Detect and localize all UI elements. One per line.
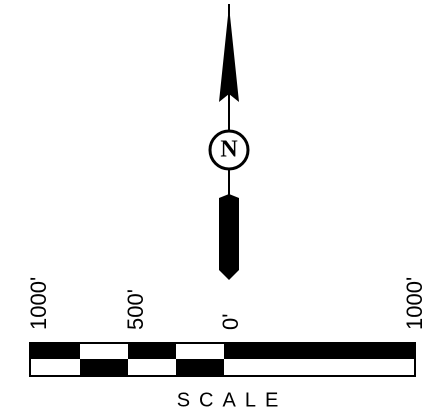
scale-label: 0' <box>218 314 243 330</box>
scale-label: 500' <box>123 289 148 330</box>
scale-label: 1000' <box>402 277 427 330</box>
scale-segment <box>128 343 176 359</box>
scale-segment <box>224 343 415 359</box>
scale-labels: 1000' 500' 0' 1000' <box>26 277 427 330</box>
scale-segment <box>176 359 224 376</box>
scale-segment <box>80 359 128 376</box>
scale-segment <box>30 343 80 359</box>
north-arrow: N <box>208 4 250 280</box>
arrow-tail <box>219 194 239 280</box>
scale-title: SCALE <box>177 389 288 411</box>
scale-bar <box>29 342 416 377</box>
scale-label: 1000' <box>26 277 51 330</box>
north-label: N <box>220 137 238 163</box>
arrow-head <box>219 6 239 102</box>
north-circle <box>208 129 250 171</box>
